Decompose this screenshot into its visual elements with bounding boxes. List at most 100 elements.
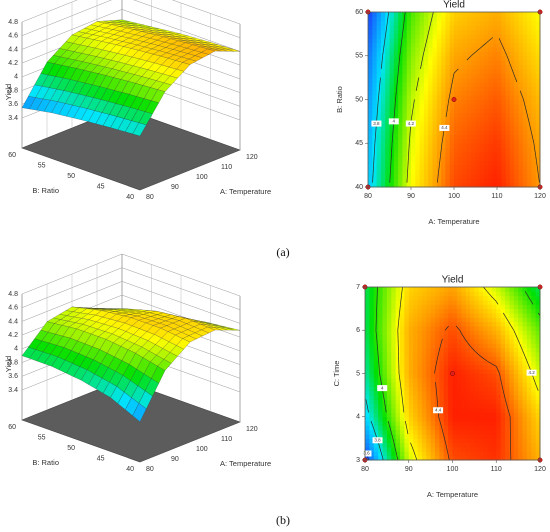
- heat-cell: [415, 38, 421, 44]
- heat-cell: [368, 25, 373, 31]
- heat-cell: [509, 330, 515, 336]
- heat-cell: [470, 416, 475, 422]
- heat-cell: [535, 12, 541, 17]
- heat-cell: [462, 130, 468, 136]
- heat-cell: [487, 343, 493, 349]
- heat-cell: [393, 156, 399, 162]
- heat-cell: [526, 338, 532, 344]
- heat-cell: [411, 165, 416, 171]
- contour-line: [475, 351, 479, 355]
- heat-cell: [474, 399, 480, 405]
- heat-cell: [454, 90, 459, 96]
- heat-cell: [443, 447, 449, 452]
- x-tick-label: 110: [221, 436, 232, 443]
- heat-cell: [378, 451, 384, 457]
- heat-cell: [419, 160, 425, 166]
- heat-cell: [448, 438, 454, 444]
- heat-cell: [426, 369, 432, 375]
- heat-cell: [488, 68, 494, 74]
- heat-cell: [488, 130, 494, 136]
- heat-cell: [411, 178, 416, 184]
- heat-cell: [497, 47, 502, 52]
- heat-cell: [527, 42, 532, 48]
- heat-cell: [483, 343, 489, 349]
- heat-cell: [522, 55, 528, 61]
- heat-cell: [423, 51, 429, 57]
- heat-cell: [456, 312, 462, 318]
- heat-cell: [452, 395, 458, 400]
- heat-cell: [432, 68, 438, 74]
- heat-cell: [456, 408, 462, 413]
- heat-cell: [531, 143, 537, 149]
- heat-cell: [421, 408, 427, 413]
- heat-cell: [415, 25, 421, 31]
- heat-cell: [389, 134, 395, 140]
- heat-cell: [452, 338, 458, 344]
- heat-cell: [417, 399, 423, 405]
- heat-cell: [435, 299, 440, 305]
- heat-cell: [423, 73, 429, 79]
- heat-cell: [423, 138, 429, 144]
- heat-cell: [406, 73, 412, 79]
- heat-cell: [413, 308, 419, 314]
- heat-cell: [417, 382, 423, 387]
- heat-cell: [419, 82, 425, 87]
- heat-cell: [491, 412, 497, 418]
- heat-cell: [509, 42, 515, 48]
- heat-cell: [441, 20, 446, 26]
- heat-cell: [373, 287, 379, 292]
- heat-cell: [526, 377, 532, 383]
- heat-cell: [505, 38, 511, 44]
- y-tick-label: 45: [355, 140, 363, 147]
- heat-cell: [430, 403, 436, 409]
- heat-cell: [428, 117, 433, 122]
- heat-cell: [386, 399, 392, 405]
- heat-cell: [509, 73, 515, 79]
- heat-cell: [445, 112, 451, 118]
- heat-cell: [470, 325, 475, 331]
- heat-cell: [443, 373, 449, 379]
- contour-line: [391, 433, 394, 439]
- heat-cell: [445, 138, 451, 144]
- heat-cell: [497, 82, 502, 87]
- heat-cell: [380, 12, 386, 17]
- heat-cell: [423, 156, 429, 162]
- heat-cell: [448, 351, 454, 357]
- heat-cell: [372, 90, 378, 96]
- heat-cell: [448, 299, 454, 305]
- heat-cell: [509, 308, 515, 314]
- heat-cell: [373, 390, 379, 396]
- heat-cell: [428, 25, 433, 31]
- heat-cell: [535, 291, 541, 297]
- heat-cell: [400, 390, 405, 396]
- heat-cell: [380, 86, 386, 92]
- heat-cell: [518, 338, 524, 344]
- heat-cell: [492, 121, 498, 127]
- heat-cell: [432, 152, 438, 157]
- heat-cell: [484, 60, 489, 66]
- heat-cell: [535, 38, 541, 44]
- heat-cell: [505, 312, 510, 318]
- heat-cell: [380, 165, 386, 171]
- heat-cell: [458, 130, 464, 136]
- heat-cell: [368, 156, 373, 162]
- heat-cell: [439, 317, 445, 323]
- x-tick-label: 100: [196, 174, 208, 181]
- heat-cell: [436, 60, 442, 66]
- contour-line: [460, 332, 463, 335]
- heat-cell: [365, 447, 370, 452]
- heat-cell: [419, 29, 425, 35]
- heat-cell: [393, 138, 399, 144]
- contour-line: [530, 130, 532, 133]
- heat-cell: [465, 399, 471, 405]
- heat-cell: [382, 325, 388, 331]
- heat-cell: [531, 364, 537, 370]
- contour-line: [380, 377, 382, 383]
- heat-cell: [426, 438, 432, 444]
- heat-cell: [474, 330, 480, 336]
- heat-cell: [376, 147, 382, 153]
- heat-cell: [531, 112, 537, 118]
- heat-cell: [500, 403, 506, 409]
- heat-cell: [456, 395, 462, 400]
- heat-cell: [484, 77, 489, 83]
